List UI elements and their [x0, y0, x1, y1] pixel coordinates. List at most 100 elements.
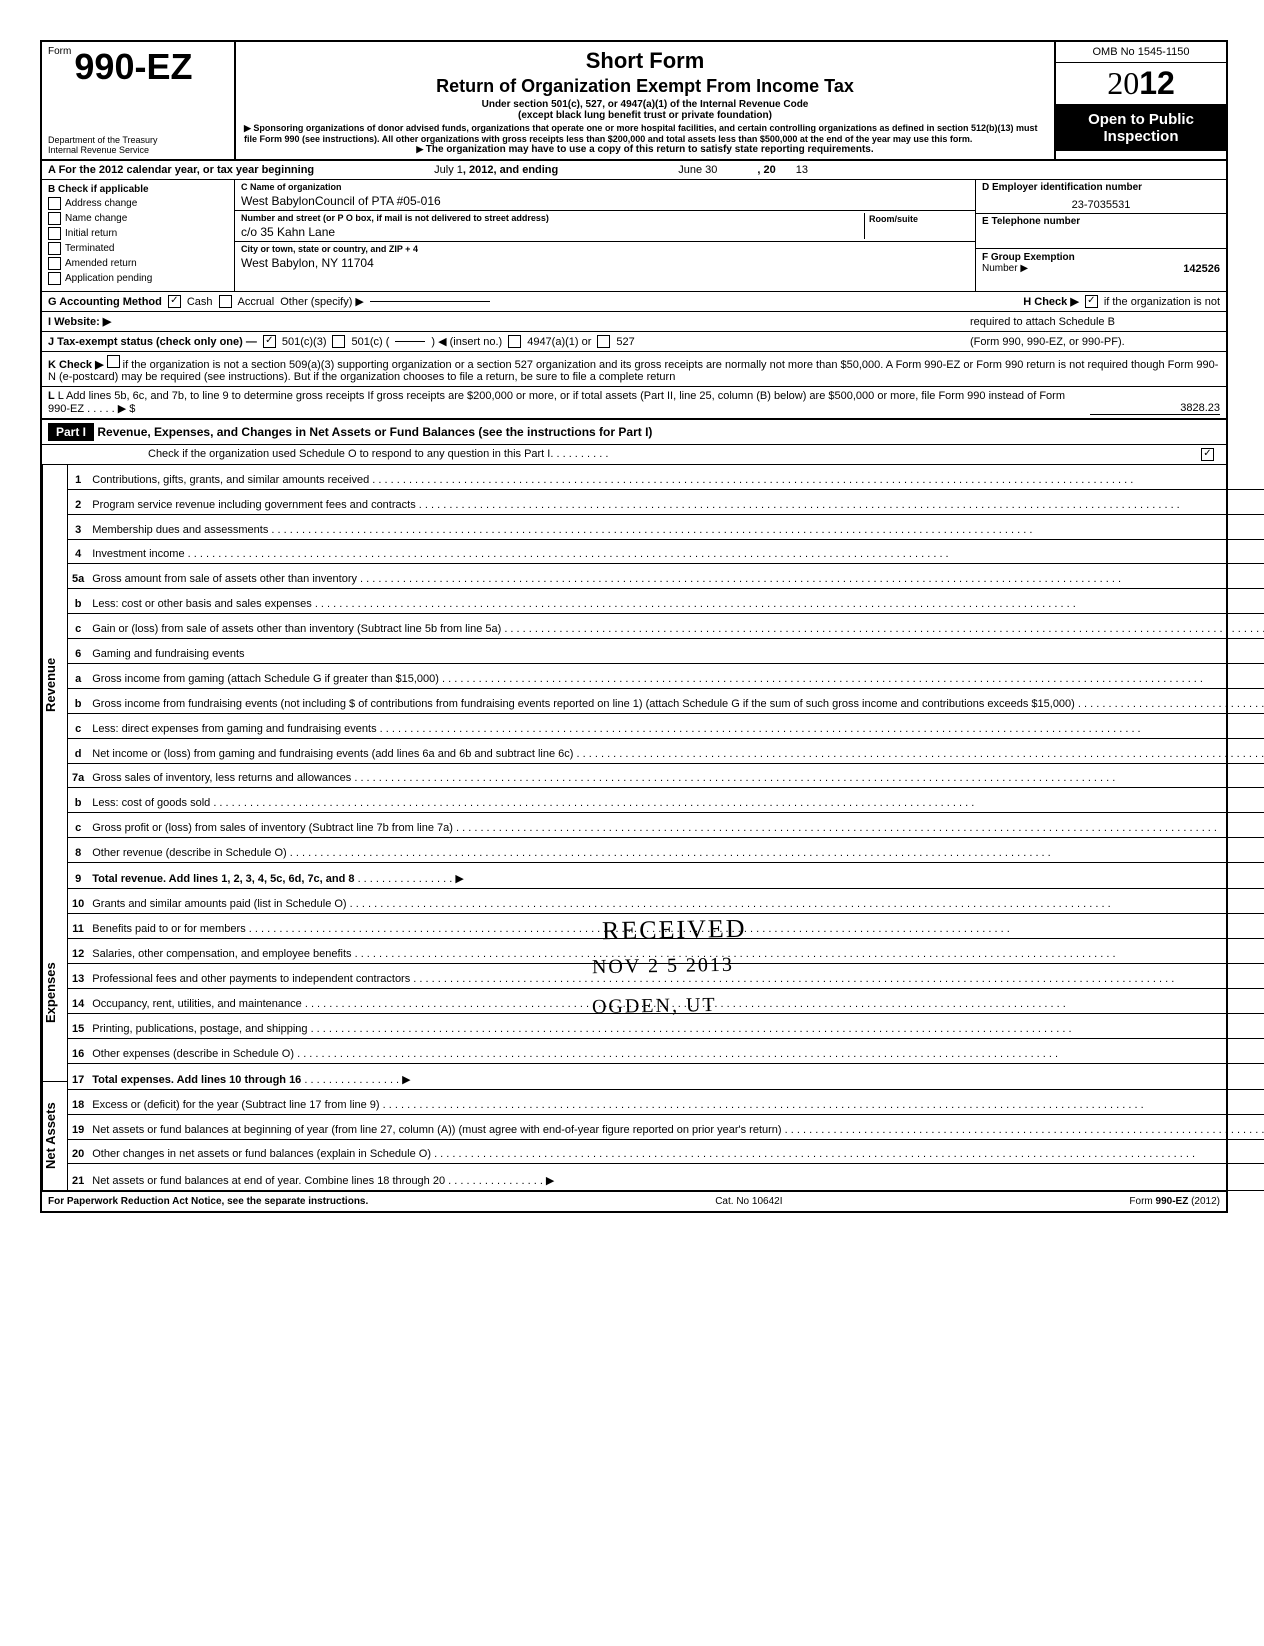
line-number: 10	[68, 889, 88, 914]
line-row: 17Total expenses. Add lines 10 through 1…	[68, 1063, 1264, 1089]
line-number: c	[68, 813, 88, 838]
f-label: F Group Exemption	[982, 252, 1075, 263]
line-row: 3Membership dues and assessments32100.00	[68, 514, 1264, 539]
line-desc: Investment income	[88, 539, 1264, 564]
line-row: 13Professional fees and other payments t…	[68, 963, 1264, 988]
ein-value: 23-7035531	[982, 193, 1220, 211]
side-netassets: Net Assets	[42, 1082, 67, 1191]
line-row: 4Investment income4	[68, 539, 1264, 564]
col-b-checkboxes: B Check if applicable Address change Nam…	[42, 180, 235, 291]
line-number: b	[68, 688, 88, 713]
chk-4947[interactable]	[508, 335, 521, 348]
side-expenses: Expenses	[42, 905, 67, 1082]
line-desc: Contributions, gifts, grants, and simila…	[88, 465, 1264, 489]
line-number: 9	[68, 863, 88, 889]
col-c-org-info: C Name of organization West BabylonCounc…	[235, 180, 976, 291]
line-number: 1	[68, 465, 88, 489]
chk-name-change: Name change	[48, 212, 228, 225]
line-number: c	[68, 713, 88, 738]
line-row: cGain or (loss) from sale of assets othe…	[68, 614, 1264, 639]
line-number: 16	[68, 1038, 88, 1063]
name-label: C Name of organization	[241, 182, 969, 192]
part-i-check: Check if the organization used Schedule …	[42, 445, 1226, 465]
chk-accrual[interactable]	[219, 295, 232, 308]
street-val: c/o 35 Kahn Lane	[241, 223, 864, 239]
right-header-cell: OMB No 1545-1150 2012 Open to Public Ins…	[1056, 42, 1226, 159]
line-row: cLess: direct expenses from gaming and f…	[68, 713, 1264, 738]
line-desc: Gross amount from sale of assets other t…	[88, 564, 1264, 589]
line-desc: Total expenses. Add lines 10 through 16 …	[88, 1063, 1264, 1089]
row-a-tax-year: A For the 2012 calendar year, or tax yea…	[42, 161, 1226, 180]
chk-address-change: Address change	[48, 197, 228, 210]
line-row: 16Other expenses (describe in Schedule O…	[68, 1038, 1264, 1063]
e-label: E Telephone number	[982, 216, 1220, 227]
line-row: bGross income from fundraising events (n…	[68, 688, 1264, 713]
line-desc: Gross sales of inventory, less returns a…	[88, 763, 1264, 788]
line-number: 14	[68, 988, 88, 1013]
footer-right: Form 990-EZ (2012)	[1129, 1196, 1220, 1207]
line-number: 21	[68, 1164, 88, 1191]
chk-schedule-o[interactable]: ✓	[1201, 448, 1214, 461]
omb-number: OMB No 1545-1150	[1056, 42, 1226, 63]
d-label: D Employer identification number	[982, 182, 1220, 193]
line-row: 19Net assets or fund balances at beginni…	[68, 1114, 1264, 1139]
col-b-header: B Check if applicable	[48, 184, 228, 195]
row-g-accounting: G Accounting Method ✓Cash Accrual Other …	[42, 292, 1226, 312]
title-cell: Short Form Return of Organization Exempt…	[236, 42, 1056, 159]
line-number: 2	[68, 489, 88, 514]
line-desc: Gross income from gaming (attach Schedul…	[88, 663, 1264, 688]
city-label: City or town, state or country, and ZIP …	[241, 244, 969, 254]
sponsor-note: Sponsoring organizations of donor advise…	[244, 123, 1046, 144]
line-desc: Salaries, other compensation, and employ…	[88, 939, 1264, 964]
line-row: 8Other revenue (describe in Schedule O)8	[68, 838, 1264, 863]
line-desc: Gross profit or (loss) from sales of inv…	[88, 813, 1264, 838]
open-to-public: Open to Public Inspection	[1056, 105, 1226, 151]
chk-k[interactable]	[107, 355, 120, 368]
line-row: 9Total revenue. Add lines 1, 2, 3, 4, 5c…	[68, 863, 1264, 889]
group-exemption-num: 142526	[1183, 263, 1220, 275]
line-desc: Professional fees and other payments to …	[88, 963, 1264, 988]
line-desc: Other changes in net assets or fund bala…	[88, 1139, 1264, 1164]
line-row: 5aGross amount from sale of assets other…	[68, 564, 1264, 589]
subtitle-1: Under section 501(c), 527, or 4947(a)(1)…	[244, 99, 1046, 110]
form-footer: For Paperwork Reduction Act Notice, see …	[42, 1191, 1226, 1211]
chk-501c3[interactable]: ✓	[263, 335, 276, 348]
line-number: 6	[68, 639, 88, 664]
line-row: 21Net assets or fund balances at end of …	[68, 1164, 1264, 1191]
line-number: 12	[68, 939, 88, 964]
line-l-value: 3828.23	[1090, 402, 1220, 415]
chk-terminated: Terminated	[48, 242, 228, 255]
chk-h[interactable]: ✓	[1085, 295, 1098, 308]
line-row: cGross profit or (loss) from sales of in…	[68, 813, 1264, 838]
line-number: 19	[68, 1114, 88, 1139]
form-header: Form 990-EZ Department of the Treasury I…	[42, 42, 1226, 161]
line-desc: Other expenses (describe in Schedule O)	[88, 1038, 1264, 1063]
line-desc: Grants and similar amounts paid (list in…	[88, 889, 1264, 914]
form-number-cell: Form 990-EZ Department of the Treasury I…	[42, 42, 236, 159]
line-number: a	[68, 663, 88, 688]
chk-pending: Application pending	[48, 272, 228, 285]
form-year: 2012	[1056, 63, 1226, 105]
chk-cash[interactable]: ✓	[168, 295, 181, 308]
line-number: b	[68, 788, 88, 813]
chk-501c[interactable]	[332, 335, 345, 348]
line-number: 5a	[68, 564, 88, 589]
line-desc: Gross income from fundraising events (no…	[88, 688, 1264, 713]
chk-527[interactable]	[597, 335, 610, 348]
form-number: 990-EZ	[74, 46, 192, 87]
line-number: 18	[68, 1089, 88, 1114]
side-revenue: Revenue	[42, 465, 67, 905]
street-label: Number and street (or P O box, if mail i…	[241, 213, 864, 223]
copy-note: The organization may have to use a copy …	[244, 144, 1046, 155]
line-desc: Program service revenue including govern…	[88, 489, 1264, 514]
chk-initial-return: Initial return	[48, 227, 228, 240]
line-row: 2Program service revenue including gover…	[68, 489, 1264, 514]
line-row: 11Benefits paid to or for members11	[68, 914, 1264, 939]
line-number: 20	[68, 1139, 88, 1164]
line-desc: Less: cost of goods sold	[88, 788, 1264, 813]
chk-amended: Amended return	[48, 257, 228, 270]
line-desc: Membership dues and assessments	[88, 514, 1264, 539]
line-number: b	[68, 589, 88, 614]
line-number: 11	[68, 914, 88, 939]
line-desc: Gaming and fundraising events	[88, 639, 1264, 664]
